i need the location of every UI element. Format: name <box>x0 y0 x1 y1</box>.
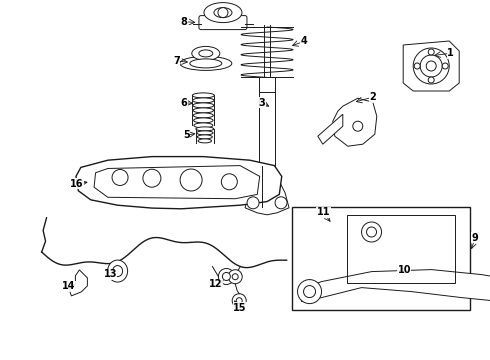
Polygon shape <box>94 166 260 199</box>
Text: 8: 8 <box>180 17 187 27</box>
Text: 13: 13 <box>103 269 117 279</box>
Circle shape <box>428 49 434 55</box>
Polygon shape <box>301 270 490 302</box>
Circle shape <box>219 269 234 284</box>
FancyBboxPatch shape <box>199 15 247 30</box>
Circle shape <box>414 63 420 69</box>
Circle shape <box>180 169 202 191</box>
Ellipse shape <box>199 50 213 57</box>
Ellipse shape <box>193 98 214 103</box>
Ellipse shape <box>204 3 242 23</box>
Circle shape <box>362 222 382 242</box>
Text: 11: 11 <box>317 207 330 217</box>
Text: 16: 16 <box>70 179 84 189</box>
Text: 12: 12 <box>209 279 222 289</box>
Text: 2: 2 <box>369 92 376 102</box>
Ellipse shape <box>196 131 213 135</box>
Circle shape <box>413 48 449 84</box>
Ellipse shape <box>108 260 127 282</box>
Ellipse shape <box>192 46 220 60</box>
Circle shape <box>428 77 434 83</box>
Polygon shape <box>70 270 87 296</box>
Ellipse shape <box>180 57 232 71</box>
Polygon shape <box>76 157 282 209</box>
Bar <box>292 207 470 310</box>
Polygon shape <box>245 173 289 215</box>
Polygon shape <box>333 98 377 146</box>
Circle shape <box>112 170 128 185</box>
Ellipse shape <box>194 118 213 123</box>
Ellipse shape <box>196 127 214 131</box>
Circle shape <box>222 273 230 280</box>
Ellipse shape <box>194 123 213 128</box>
Ellipse shape <box>193 108 214 113</box>
Circle shape <box>303 285 316 298</box>
Circle shape <box>275 197 287 209</box>
Ellipse shape <box>197 135 212 139</box>
Circle shape <box>236 298 242 304</box>
Text: 9: 9 <box>472 233 479 243</box>
Text: 6: 6 <box>180 98 187 108</box>
Circle shape <box>143 169 161 187</box>
Circle shape <box>218 8 228 18</box>
Ellipse shape <box>193 93 214 98</box>
Ellipse shape <box>193 103 214 108</box>
Circle shape <box>367 227 376 237</box>
Text: 5: 5 <box>183 130 190 140</box>
Circle shape <box>420 55 442 77</box>
Bar <box>346 215 455 283</box>
Ellipse shape <box>198 139 212 143</box>
Text: 15: 15 <box>233 303 247 313</box>
Text: 1: 1 <box>447 48 454 58</box>
Ellipse shape <box>214 8 232 18</box>
Bar <box>259 77 275 173</box>
Ellipse shape <box>113 266 122 276</box>
Circle shape <box>232 274 238 280</box>
Ellipse shape <box>194 113 213 118</box>
Polygon shape <box>403 41 459 91</box>
Text: 14: 14 <box>62 281 75 291</box>
Circle shape <box>426 61 436 71</box>
Circle shape <box>442 63 448 69</box>
Text: 4: 4 <box>300 36 307 46</box>
Circle shape <box>221 174 237 190</box>
Text: 10: 10 <box>397 265 411 275</box>
Text: 3: 3 <box>259 98 266 108</box>
Circle shape <box>297 280 321 303</box>
Circle shape <box>228 270 242 284</box>
Circle shape <box>247 197 259 209</box>
Circle shape <box>353 121 363 131</box>
Circle shape <box>232 294 246 308</box>
Ellipse shape <box>190 59 222 68</box>
Text: 7: 7 <box>173 56 180 66</box>
Polygon shape <box>318 114 343 144</box>
